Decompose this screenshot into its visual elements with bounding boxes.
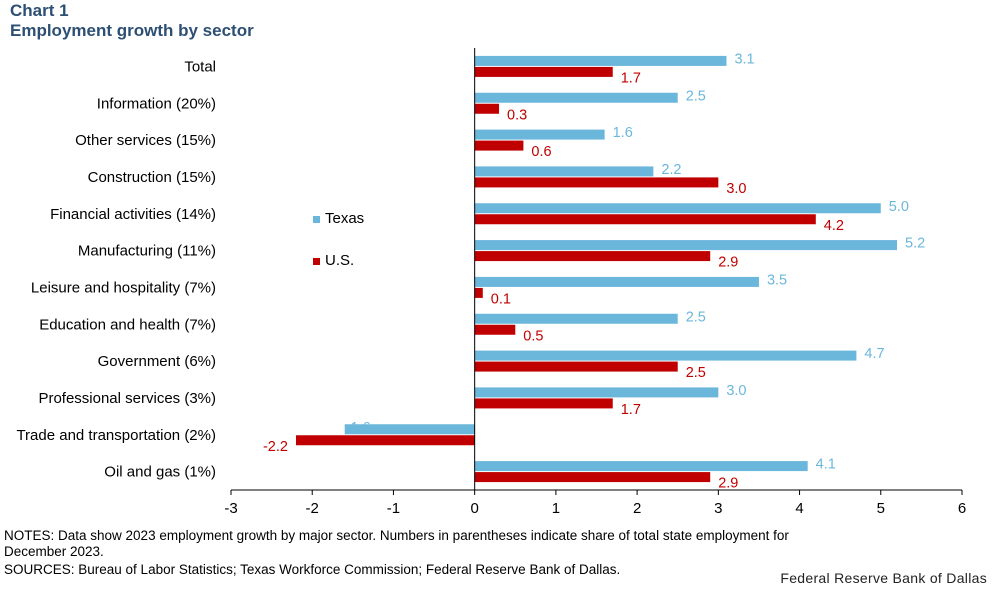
legend-us-swatch: [313, 258, 320, 265]
texas-data-label: 5.0: [889, 199, 909, 215]
x-tick-label: 4: [795, 500, 803, 517]
texas-data-label: 3.1: [734, 51, 754, 67]
bar-chart: Total Information (20%) Other services (15…: [16, 48, 966, 517]
category-label: Oil and gas (1%): [104, 464, 216, 481]
category-label: Construction (15%): [88, 169, 216, 186]
texas-bar: [474, 276, 759, 287]
texas-data-label: 1.6: [613, 125, 633, 141]
us-data-label: 0.5: [523, 328, 543, 344]
texas-data-label: 3.0: [726, 383, 746, 399]
x-tick-label: 1: [552, 500, 560, 517]
us-bar: [474, 103, 500, 114]
texas-bar: [474, 313, 678, 324]
category-label: Education and health (7%): [39, 316, 216, 333]
us-data-label: 4.2: [824, 218, 844, 234]
us-bar: [474, 361, 678, 372]
us-data-label: -2.2: [263, 439, 288, 455]
chart-title: Employment growth by sector: [10, 21, 254, 40]
chart-number: Chart 1: [10, 1, 69, 20]
category-label: Professional services (3%): [38, 390, 216, 407]
texas-data-label: 5.2: [905, 236, 925, 252]
us-bar: [474, 472, 711, 483]
category-label: Trade and transportation (2%): [16, 427, 216, 444]
x-tick-label: -3: [224, 500, 237, 517]
us-bar: [474, 287, 483, 298]
us-data-label: 2.9: [718, 476, 738, 492]
us-data-label: 2.9: [718, 255, 738, 271]
us-bar: [474, 66, 613, 77]
category-label: Other services (15%): [75, 132, 216, 149]
x-tick-label: 3: [714, 500, 722, 517]
source-credit: Federal Reserve Bank of Dallas: [780, 570, 987, 586]
us-data-label: 0.1: [491, 291, 511, 307]
x-tick-label: 5: [877, 500, 885, 517]
texas-bar: [474, 92, 678, 103]
us-bar: [295, 435, 475, 446]
texas-data-label: -1.6: [346, 420, 371, 436]
category-label: Financial activities (14%): [50, 206, 216, 223]
legend-texas-swatch: [313, 216, 320, 223]
texas-bar: [474, 129, 605, 140]
us-bar: [474, 177, 719, 188]
us-bar: [474, 324, 516, 335]
us-data-label: 0.6: [531, 144, 551, 160]
texas-bar: [474, 203, 881, 214]
category-label: Information (20%): [97, 95, 216, 112]
category-label: Total: [184, 58, 216, 75]
category-label: Manufacturing (11%): [78, 243, 216, 260]
category-label: Leisure and hospitality (7%): [31, 279, 216, 296]
texas-data-label: 2.5: [686, 88, 706, 104]
x-tick-label: 2: [633, 500, 641, 517]
notes-line-2: December 2023.: [4, 544, 104, 559]
texas-bar: [474, 240, 898, 251]
texas-data-label: 3.5: [767, 272, 787, 288]
x-tick-label: 0: [470, 500, 478, 517]
texas-bar: [474, 55, 727, 66]
texas-bar: [474, 387, 719, 398]
legend-us-label: U.S.: [325, 252, 354, 269]
texas-bar: [474, 166, 654, 177]
texas-data-label: 4.1: [816, 457, 836, 473]
category-label: Government (6%): [98, 353, 216, 370]
texas-data-label: 2.2: [661, 162, 681, 178]
x-tick-label: -1: [387, 500, 400, 517]
legend-texas-label: Texas: [325, 210, 364, 227]
us-bar: [474, 214, 816, 225]
us-data-label: 3.0: [726, 181, 746, 197]
us-data-label: 1.7: [621, 402, 641, 418]
us-data-label: 2.5: [686, 365, 706, 381]
sources-line: SOURCES: Bureau of Labor Statistics; Tex…: [4, 562, 621, 577]
x-tick-label: 6: [958, 500, 966, 517]
texas-bar: [474, 350, 857, 361]
x-tick-label: -2: [306, 500, 319, 517]
texas-data-label: 2.5: [686, 309, 706, 325]
us-bar: [474, 251, 711, 262]
us-bar: [474, 398, 613, 409]
us-bar: [474, 140, 524, 151]
notes-line-1: NOTES: Data show 2023 employment growth …: [4, 528, 789, 543]
us-data-label: 0.3: [507, 107, 527, 123]
texas-bar: [474, 461, 808, 472]
us-data-label: 1.7: [621, 70, 641, 86]
texas-bar: [344, 424, 475, 435]
texas-data-label: 4.7: [864, 346, 884, 362]
